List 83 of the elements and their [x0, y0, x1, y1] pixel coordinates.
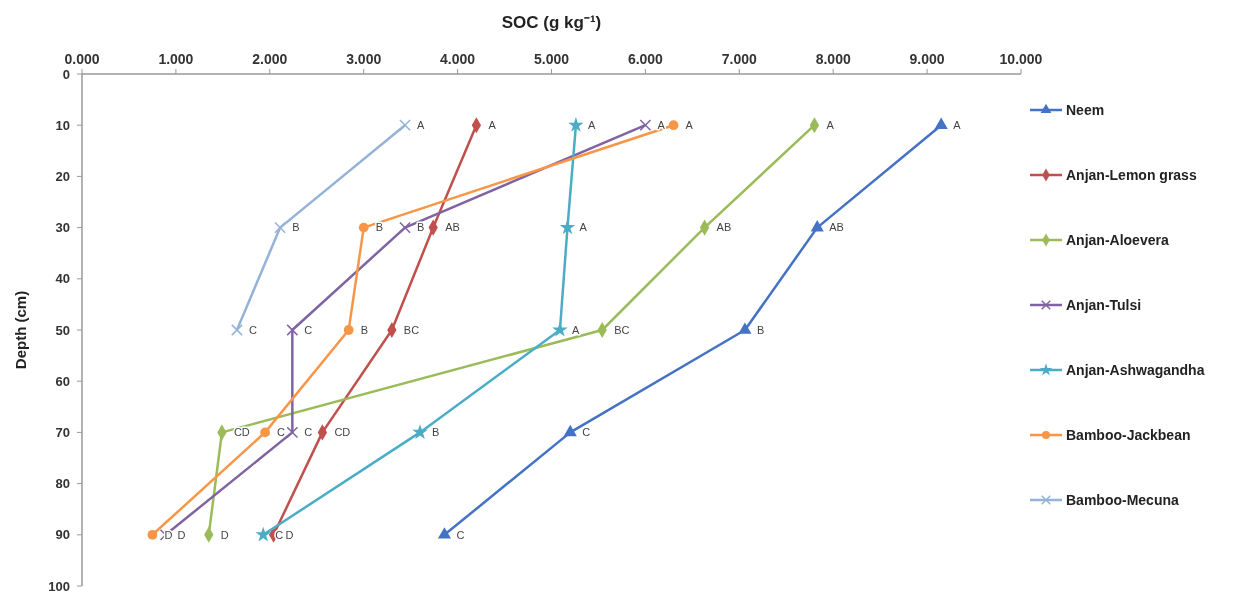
annotation: BC — [403, 323, 420, 336]
point — [343, 325, 354, 335]
annotation: A — [571, 323, 580, 336]
annotation: D — [220, 528, 229, 541]
x-tick-label: 4.000 — [440, 51, 476, 67]
x-tick-label: 9.000 — [909, 51, 945, 67]
point — [358, 222, 369, 233]
point — [563, 424, 577, 437]
x-tick-label: 3.000 — [346, 51, 382, 67]
point — [286, 426, 299, 439]
y-tick-label: 10 — [55, 117, 70, 133]
point — [286, 324, 299, 336]
point — [668, 120, 679, 131]
legend-label: Anjan-Ashwagandha — [1066, 361, 1205, 378]
annotation: B — [756, 323, 765, 336]
annotation: B — [432, 426, 440, 439]
annotation: C — [582, 426, 591, 439]
y-tick-label: 80 — [55, 476, 70, 492]
annotation: A — [826, 119, 835, 132]
annotation: AB — [716, 221, 732, 234]
x-tick-label: 2.000 — [252, 51, 288, 67]
legend-label: Anjan-Tulsi — [1066, 296, 1142, 313]
point — [260, 427, 270, 438]
annotation: AB — [445, 221, 460, 234]
y-tick-label: 70 — [55, 424, 70, 440]
annotation: A — [587, 119, 596, 132]
annotation: B — [417, 221, 425, 234]
legend-label: Neem — [1066, 101, 1105, 118]
y-tick-label: 100 — [48, 578, 70, 594]
y-tick-label: 20 — [55, 168, 70, 184]
annotation: A — [417, 119, 426, 132]
point — [274, 221, 286, 234]
point — [412, 424, 428, 440]
y-tick-label: 30 — [55, 220, 70, 236]
x-tick-label: 5.000 — [533, 51, 570, 67]
point — [147, 529, 158, 540]
annotation: D — [285, 528, 294, 541]
legend-label: Bamboo-Jackbean — [1066, 426, 1191, 443]
y-axis-title: Depth (cm) — [12, 290, 29, 370]
x-axis-title: SOC (g kg⁻¹) — [501, 13, 602, 32]
legend-label: Bamboo-Mecuna — [1066, 491, 1179, 508]
annotation: C — [275, 528, 284, 541]
annotation: A — [488, 119, 497, 132]
point — [437, 527, 452, 539]
y-tick-label: 40 — [55, 271, 70, 287]
point — [255, 526, 271, 542]
annotation: AB — [829, 221, 844, 234]
annotation: D — [177, 528, 186, 541]
annotation: C — [277, 426, 286, 439]
x-tick-label: 7.000 — [721, 51, 758, 67]
annotation: B — [292, 221, 300, 234]
annotation: C — [248, 323, 257, 336]
y-tick-label: 50 — [55, 322, 70, 338]
point — [559, 219, 576, 235]
point — [399, 119, 411, 132]
annotation: CD — [233, 426, 250, 439]
point — [399, 221, 411, 234]
x-tick-label: 10.000 — [999, 51, 1043, 67]
point — [552, 321, 568, 337]
legend-label: Anjan-Aloevera — [1066, 231, 1169, 248]
x-tick-label: 6.000 — [627, 51, 664, 67]
y-tick-label: 60 — [55, 373, 70, 389]
y-tick-label: 90 — [55, 527, 70, 543]
annotation: C — [304, 426, 313, 439]
x-tick-label: 8.000 — [815, 51, 851, 67]
annotation: C — [304, 323, 313, 336]
annotation: B — [375, 221, 384, 234]
annotation: A — [579, 221, 588, 234]
point — [810, 220, 824, 232]
point — [639, 119, 652, 132]
point — [231, 324, 243, 336]
x-tick-label: 1.000 — [158, 51, 194, 67]
y-tick-label: 0 — [62, 66, 70, 82]
point — [738, 322, 752, 334]
annotation: CD — [334, 426, 351, 439]
annotation: B — [360, 323, 369, 336]
point — [568, 117, 584, 132]
annotation: C — [456, 528, 465, 541]
annotation: BC — [614, 323, 630, 336]
legend-label: Anjan-Lemon grass — [1066, 166, 1197, 183]
annotation: A — [953, 119, 962, 132]
x-tick-label: 0.000 — [64, 51, 100, 67]
annotation: A — [685, 119, 694, 132]
